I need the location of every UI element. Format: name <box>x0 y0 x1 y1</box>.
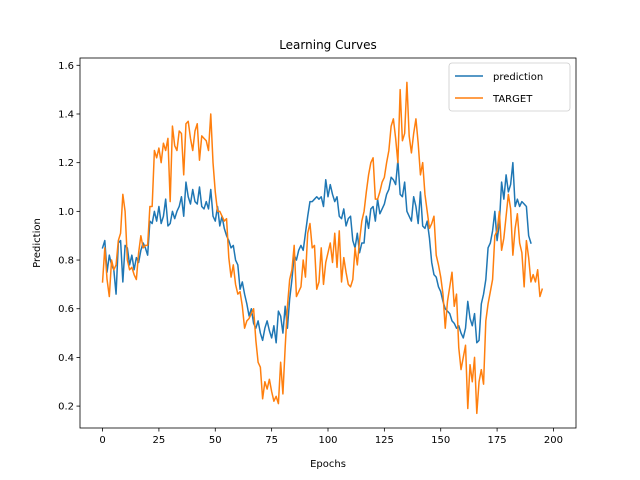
x-tick-label: 0 <box>99 435 105 446</box>
y-tick-label: 1.4 <box>58 109 74 120</box>
plot-area-frame <box>79 57 577 429</box>
y-tick-label: 0.8 <box>58 256 74 267</box>
x-tick-label: 125 <box>375 435 394 446</box>
y-tick-label: 0.2 <box>58 402 74 413</box>
y-tick-label: 1.6 <box>58 61 74 72</box>
y-tick-label: 1.2 <box>58 158 74 169</box>
y-tick-label: 1.0 <box>58 207 74 218</box>
legend-box <box>448 62 571 112</box>
y-tick-label: 0.6 <box>58 304 74 315</box>
x-axis-label: Epochs <box>310 459 346 470</box>
series-line-target <box>101 81 544 415</box>
x-tick-label: 25 <box>153 435 166 446</box>
series-line-prediction <box>101 159 532 344</box>
x-tick-label: 75 <box>265 435 278 446</box>
legend: prediction TARGET <box>448 62 571 112</box>
y-tick-label: 0.4 <box>58 353 74 364</box>
y-axis-label: Prediction <box>32 218 43 268</box>
legend-label-prediction: prediction <box>493 72 543 83</box>
x-tick-label: 200 <box>544 435 563 446</box>
x-tick-label: 150 <box>431 435 450 446</box>
axes-layer: 0 25 50 75 100 125 150 175 200 0.2 0.4 0.6 0.8 1.0 1.2… <box>58 61 563 446</box>
x-tick-label: 100 <box>318 435 337 446</box>
x-tick-label: 175 <box>488 435 507 446</box>
chart-title: Learning Curves <box>279 38 377 52</box>
series-layer <box>101 81 544 415</box>
x-tick-label: 50 <box>209 435 222 446</box>
legend-label-target: TARGET <box>492 94 533 105</box>
